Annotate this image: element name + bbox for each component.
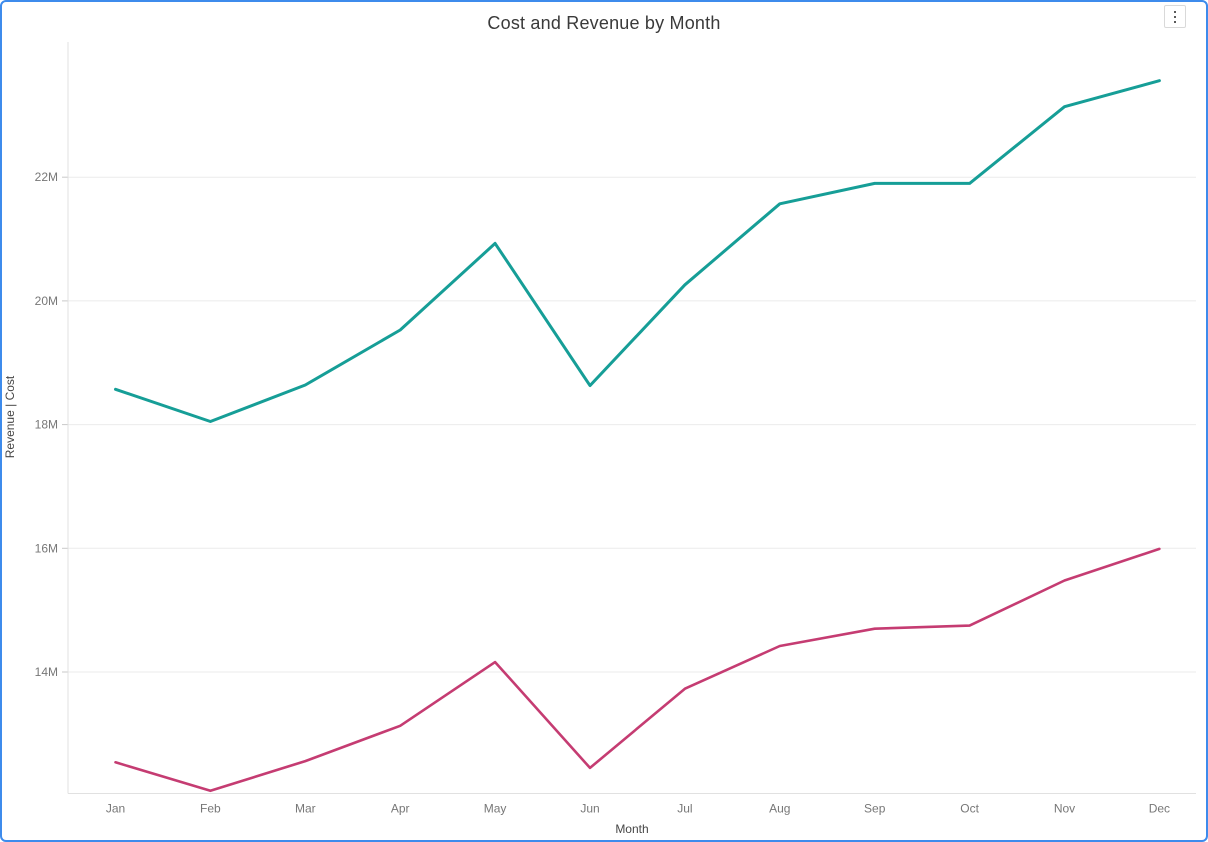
x-tick-label: Aug: [769, 802, 790, 816]
x-tick-label: Jan: [106, 802, 125, 816]
y-tick-label: 20M: [35, 294, 58, 308]
x-tick-label: Feb: [200, 802, 221, 816]
y-axis-tick-labels: 14M 16M 18M 20M 22M: [35, 170, 58, 679]
x-tick-label: May: [484, 802, 507, 816]
y-tick-label: 14M: [35, 665, 58, 679]
x-tick-label: Jun: [580, 802, 599, 816]
x-tick-label: Apr: [391, 802, 410, 816]
y-axis-title: Revenue | Cost: [3, 375, 17, 458]
x-tick-label: Oct: [960, 802, 979, 816]
gridlines: [62, 176, 1196, 673]
x-tick-label: Mar: [295, 802, 316, 816]
more-options-button[interactable]: [1164, 5, 1186, 28]
y-tick-label: 22M: [35, 170, 58, 184]
y-tick-label: 16M: [35, 541, 58, 555]
cost-line[interactable]: [114, 547, 1161, 793]
revenue-line[interactable]: [114, 79, 1161, 423]
chart-title: Cost and Revenue by Month: [487, 13, 721, 33]
x-tick-label: Jul: [677, 802, 692, 816]
x-axis-title: Month: [615, 822, 648, 836]
x-tick-label: Nov: [1054, 802, 1075, 816]
axes: [67, 42, 1196, 794]
x-axis-tick-labels: Jan Feb Mar Apr May Jun Jul Aug Sep Oct Nov Dec: [106, 802, 1170, 816]
vertical-ellipsis-icon: [1174, 10, 1176, 23]
x-tick-label: Sep: [864, 802, 886, 816]
y-tick-label: 18M: [35, 418, 58, 432]
x-tick-label: Dec: [1149, 802, 1170, 816]
series-lines: [114, 79, 1161, 793]
